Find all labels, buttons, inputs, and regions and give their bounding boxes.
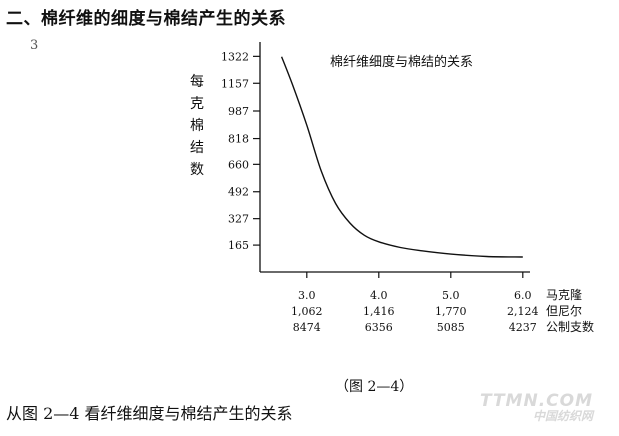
y-tick-label: 660 (228, 158, 249, 171)
x-tick-label: 6356 (365, 321, 393, 334)
x-ticks: 3.0 1,062 8474 4.0 1,416 6356 5.0 1,770 5085 6.0 2… (291, 272, 539, 334)
x-tick-label: 6.0 (514, 289, 532, 302)
x-tick-label: 5085 (437, 321, 465, 334)
watermark: TTMN.COM 中国纺织网 (479, 391, 593, 423)
x-tick-label: 8474 (293, 321, 321, 334)
watermark-line-2: 中国纺织网 (532, 409, 593, 423)
y-tick-label: 165 (228, 239, 249, 252)
neps-curve (280, 56, 523, 258)
x-axis-name: 但尼尔 (546, 303, 582, 318)
x-tick-label: 4.0 (370, 289, 388, 302)
x-tick-label: 1,416 (363, 305, 395, 318)
y-axis-label-char: 克 (190, 96, 204, 112)
y-ticks: 165 327 492 660 818 987 1157 1322 (221, 50, 260, 252)
x-tick-label: 1,770 (435, 305, 467, 318)
x-tick-label: 4237 (509, 321, 537, 334)
section-heading: 二、棉纤维的细度与棉结产生的关系 (6, 9, 286, 29)
chart-container: 棉纤维细度与棉结的关系 每克棉结数 165 327 492 660 818 987 1157… (0, 30, 619, 370)
x-tick-label: 2,124 (507, 305, 539, 318)
x-tick-label: 5.0 (442, 289, 460, 302)
y-tick-label: 987 (228, 105, 249, 118)
figure-caption: （图 2—4） (335, 379, 414, 395)
y-axis-label-char: 每 (190, 74, 204, 90)
footer-text: 从图 2—4 看纤维细度与棉结产生的关系 (6, 404, 293, 423)
y-tick-label: 492 (228, 186, 249, 199)
x-tick-label: 3.0 (298, 289, 316, 302)
y-tick-label: 1322 (221, 50, 249, 63)
y-axis-label-char: 结 (190, 140, 204, 156)
x-axis-name: 马克隆 (546, 287, 582, 302)
x-tick-label: 1,062 (291, 305, 323, 318)
x-axis-name: 公制支数 (546, 319, 594, 334)
scan-mark: 3 (30, 38, 39, 53)
y-axis-label-char: 棉 (190, 117, 204, 134)
y-axis-label-char: 数 (190, 162, 204, 178)
y-tick-label: 1157 (221, 77, 249, 90)
y-tick-label: 327 (228, 213, 249, 226)
y-tick-label: 818 (228, 133, 249, 146)
chart-title: 棉纤维细度与棉结的关系 (330, 54, 473, 70)
watermark-line-1: TTMN.COM (479, 391, 593, 411)
